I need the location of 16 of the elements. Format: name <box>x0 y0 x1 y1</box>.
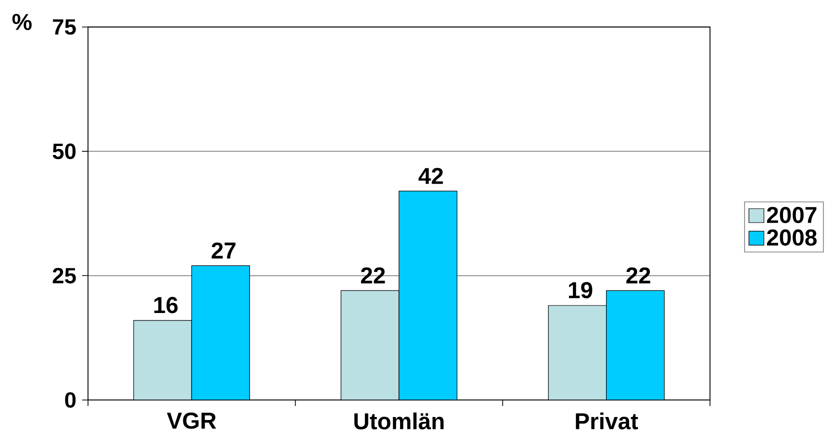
x-tick-label: VGR <box>166 412 216 429</box>
x-tick-label: Privat <box>576 412 638 430</box>
y-tick-label: 75 <box>52 19 76 35</box>
data-label: 27 <box>212 242 236 259</box>
legend-label: 2007 <box>766 206 816 224</box>
data-label: 16 <box>154 296 178 314</box>
y-tick-label: 0 <box>65 392 76 408</box>
x-tick-label: Utomlän <box>354 412 444 430</box>
data-label: 19 <box>568 282 592 298</box>
y-tick-label: 50 <box>52 144 76 160</box>
data-label: 42 <box>418 168 443 184</box>
data-label: 22 <box>626 267 650 284</box>
y-axis-title: % <box>12 14 32 30</box>
y-tick-label: 25 <box>52 268 76 284</box>
legend-label: 2008 <box>766 229 817 246</box>
data-label: 22 <box>361 267 385 284</box>
